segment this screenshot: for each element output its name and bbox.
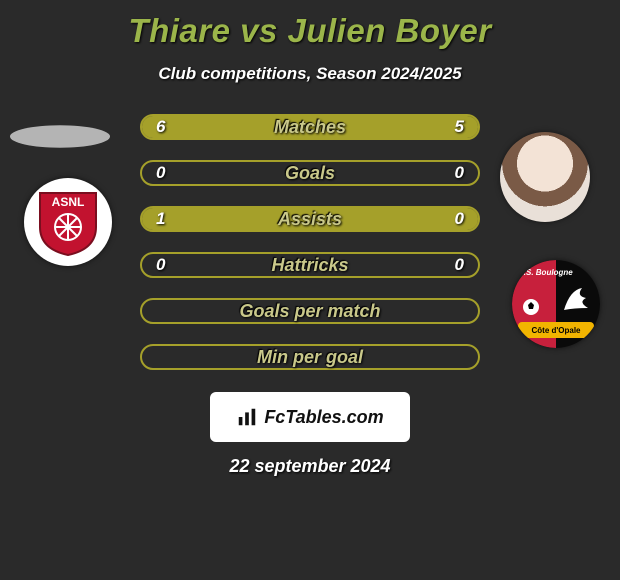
boulogne-top-text: U.S. Boulogne (518, 268, 573, 277)
page-subtitle: Club competitions, Season 2024/2025 (158, 64, 461, 84)
asnl-shield-icon: ASNL (36, 187, 100, 257)
boulogne-badge-icon: U.S. Boulogne Côte d'Opale (512, 260, 600, 348)
asnl-text: ASNL (52, 195, 85, 209)
player-left-placeholder (10, 125, 110, 148)
page-title: Thiare vs Julien Boyer (128, 12, 491, 50)
stat-row: 1Assists0 (140, 206, 480, 232)
stat-row: 0Goals0 (140, 160, 480, 186)
attribution-text: FcTables.com (264, 407, 383, 428)
stat-fill (142, 208, 478, 230)
attribution-box: FcTables.com (210, 392, 410, 442)
flourish-icon (560, 282, 594, 316)
stat-right-value: 0 (455, 163, 464, 183)
stat-label: Min per goal (142, 347, 478, 368)
stat-left-value: 0 (156, 163, 165, 183)
stat-row: Goals per match (140, 298, 480, 324)
date-text: 22 september 2024 (229, 456, 390, 477)
stat-row: 0Hattricks0 (140, 252, 480, 278)
stat-label: Hattricks (142, 255, 478, 276)
stat-label: Goals per match (142, 301, 478, 322)
stat-row: Min per goal (140, 344, 480, 370)
stat-fill (142, 116, 478, 138)
soccer-ball-icon (522, 298, 540, 316)
bar-chart-icon (236, 406, 258, 428)
club-badge-left: ASNL (24, 178, 112, 266)
stat-row: 6Matches5 (140, 114, 480, 140)
boulogne-ribbon: Côte d'Opale (518, 322, 594, 338)
stat-right-value: 0 (455, 255, 464, 275)
stat-left-value: 0 (156, 255, 165, 275)
stat-label: Goals (142, 163, 478, 184)
player-right-portrait (500, 132, 590, 222)
club-badge-right: U.S. Boulogne Côte d'Opale (512, 260, 600, 348)
infographic-root: Thiare vs Julien Boyer Club competitions… (0, 0, 620, 580)
